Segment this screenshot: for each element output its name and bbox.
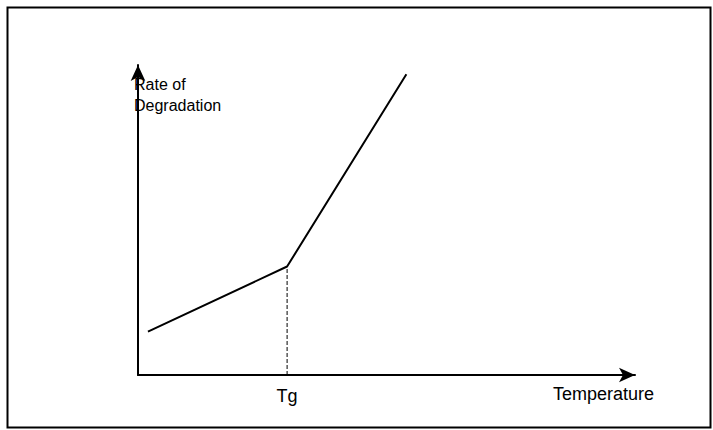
svg-text:Degradation: Degradation	[134, 97, 221, 114]
svg-text:Rate of: Rate of	[134, 76, 186, 93]
svg-text:Temperature: Temperature	[553, 384, 654, 404]
svg-text:Tg: Tg	[277, 386, 298, 406]
